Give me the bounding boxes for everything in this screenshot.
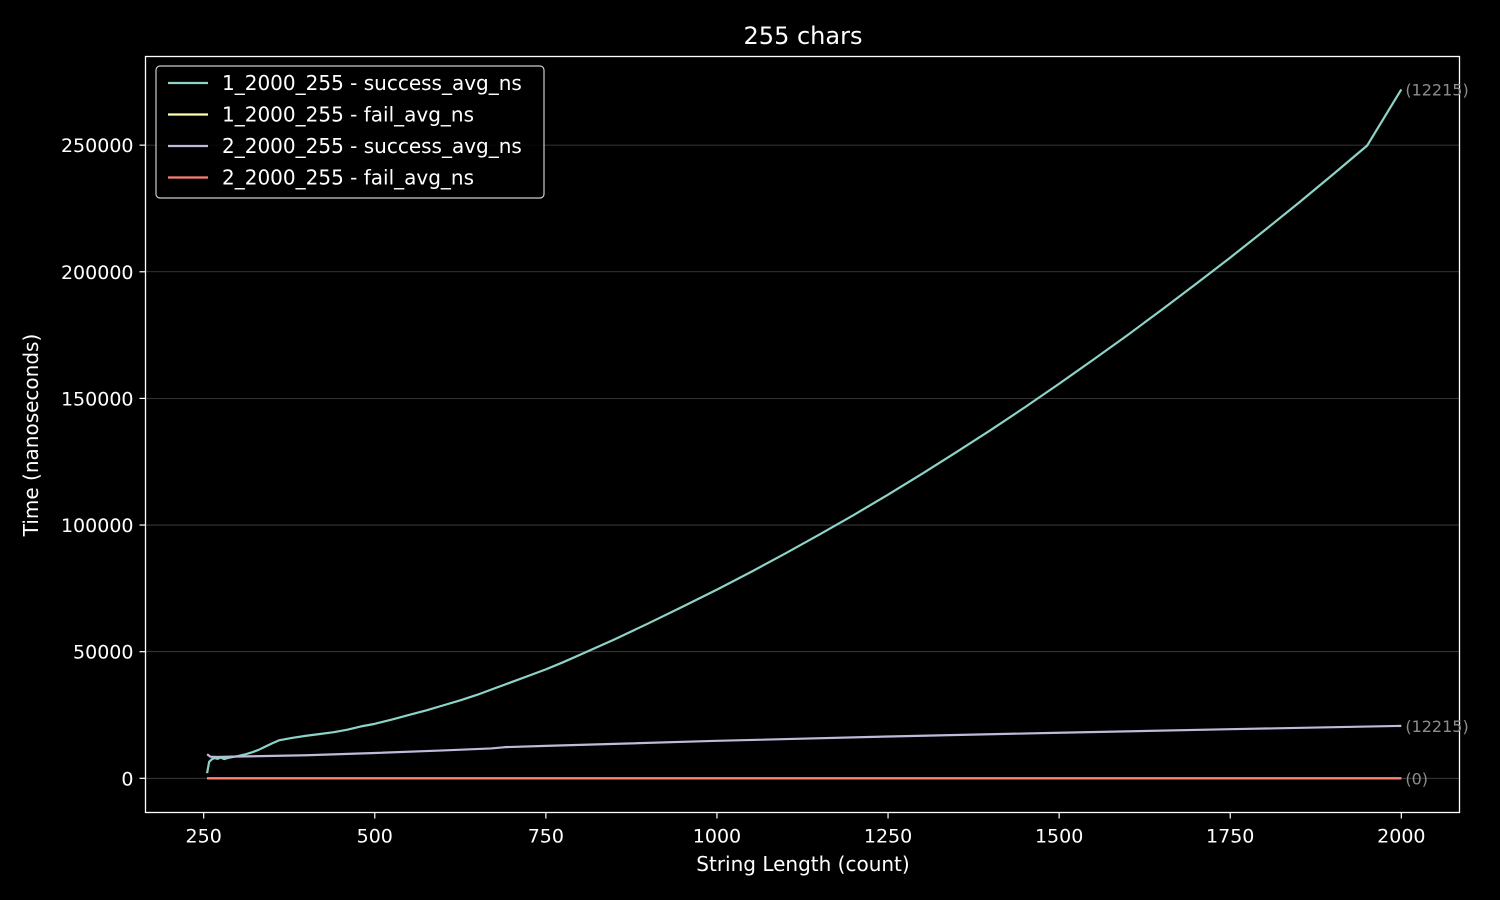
legend: 1_2000_255 - success_avg_ns 1_2000_255 - … (155, 65, 545, 199)
plot-area (206, 88, 1403, 780)
chart-title: 255 chars (744, 22, 863, 50)
y-tick-label: 150000 (61, 388, 134, 410)
series-end-label: (0) (1405, 769, 1428, 788)
series-end-label: (12215) (1405, 717, 1468, 736)
x-tick-label: 1000 (693, 826, 741, 848)
legend-label: 1_2000_255 - fail_avg_ns (222, 103, 474, 127)
legend-label: 2_2000_255 - success_avg_ns (222, 134, 522, 158)
plot-frame (144, 55, 1461, 814)
y-axis-label: Time (nanoseconds) (19, 334, 43, 538)
x-tick-label: 1250 (864, 826, 912, 848)
legend-frame (155, 65, 545, 199)
x-axis-label: String Length (count) (696, 852, 909, 876)
y-tick-label: 250000 (61, 135, 134, 157)
axis-ticks: 0 50000 100000 150000 200000 250000 250 500 750 1… (61, 135, 1426, 847)
series-line-3 (206, 724, 1402, 759)
x-tick-label: 500 (357, 826, 393, 848)
end-labels: (12215) (12215) (0) (1405, 80, 1468, 788)
x-tick-label: 250 (186, 826, 222, 848)
y-tick-label: 0 (121, 768, 133, 790)
x-tick-label: 2000 (1377, 826, 1425, 848)
gridlines (145, 144, 1460, 779)
series-end-label: (12215) (1405, 80, 1468, 99)
y-tick-label: 200000 (61, 262, 134, 284)
series-line-1 (206, 88, 1403, 774)
y-tick-label: 50000 (73, 642, 133, 664)
legend-label: 1_2000_255 - success_avg_ns (222, 71, 522, 95)
x-tick-label: 750 (528, 826, 564, 848)
x-tick-label: 1750 (1206, 826, 1254, 848)
y-tick-label: 100000 (61, 515, 134, 537)
x-tick-label: 1500 (1035, 826, 1083, 848)
legend-label: 2_2000_255 - fail_avg_ns (222, 166, 474, 190)
